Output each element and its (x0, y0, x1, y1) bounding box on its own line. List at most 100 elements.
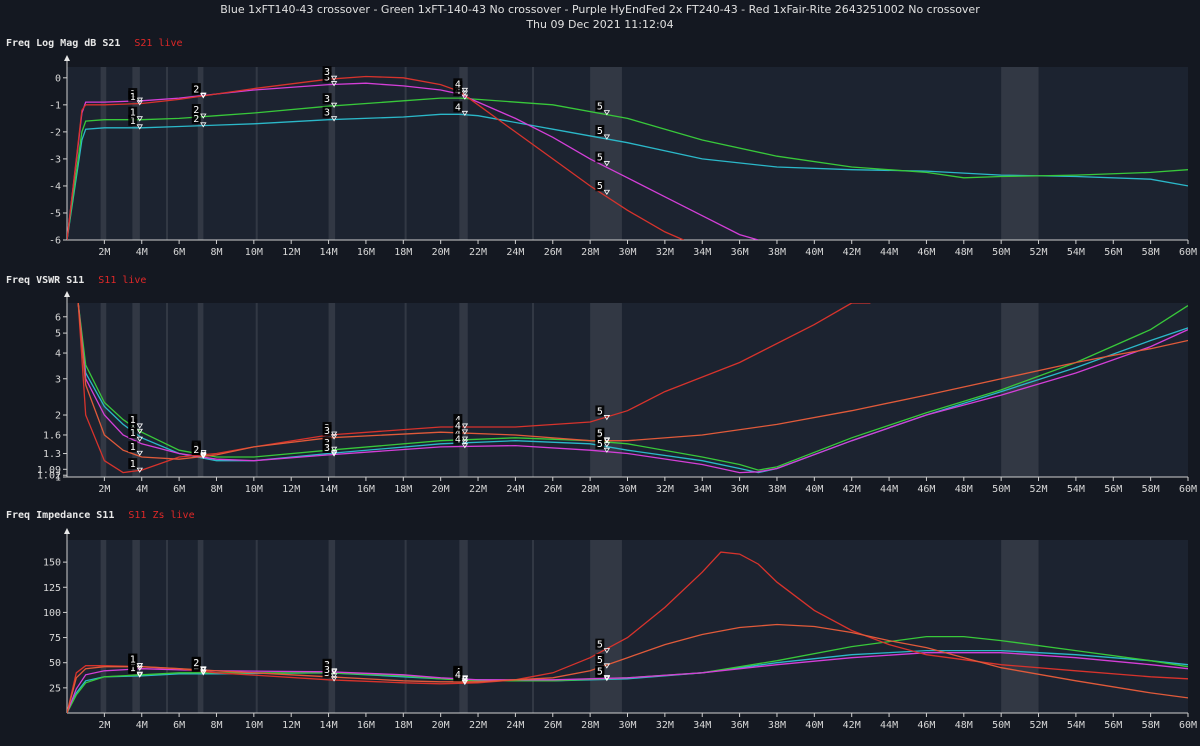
ham-band (404, 67, 407, 240)
marker-5[interactable]: 5 (595, 151, 611, 167)
marker-3[interactable]: 3 (322, 106, 338, 122)
marker-5[interactable]: 5 (595, 405, 611, 421)
marker-2[interactable]: 2 (191, 112, 207, 128)
marker-triangle-icon (200, 667, 207, 673)
marker-1[interactable]: 1 (128, 106, 143, 122)
marker-triangle-icon (330, 668, 338, 674)
marker-3[interactable]: 3 (322, 424, 338, 440)
marker-5[interactable]: 5 (595, 427, 611, 443)
marker-1[interactable]: 1 (128, 90, 143, 106)
y-tick-label: 2 (55, 411, 61, 422)
marker-1[interactable]: 1 (128, 662, 143, 677)
x-tick-label: 4M (136, 247, 148, 258)
marker-label: 2 (193, 114, 199, 125)
marker-box (595, 653, 605, 665)
marker-3[interactable]: 3 (322, 66, 338, 81)
x-tick-label: 24M (506, 720, 524, 731)
marker-5[interactable]: 5 (595, 124, 611, 140)
marker-label: 2 (193, 85, 199, 96)
marker-triangle-icon (136, 436, 143, 442)
ham-band (197, 540, 204, 713)
y-tick-label: 6 (55, 312, 61, 323)
x-tick-label: 56M (1104, 247, 1122, 258)
marker-box (128, 90, 138, 102)
series-purple-line (67, 82, 759, 240)
marker-label: 4 (455, 79, 461, 90)
x-tick-label: 28M (581, 720, 599, 731)
marker-1[interactable]: 1 (128, 427, 143, 442)
x-tick-label: 48M (955, 484, 973, 495)
marker-box (453, 78, 463, 90)
x-tick-label: 20M (432, 247, 450, 258)
ham-band (100, 540, 107, 713)
marker-4[interactable]: 4 (453, 419, 469, 435)
marker-triangle-icon (200, 669, 207, 675)
marker-3[interactable]: 3 (322, 441, 338, 457)
marker-5[interactable]: 5 (595, 638, 611, 654)
marker-triangle-icon (200, 93, 207, 99)
marker-3[interactable]: 3 (322, 663, 338, 679)
marker-triangle-icon (330, 431, 338, 437)
ham-band (590, 540, 622, 713)
marker-triangle-icon (136, 423, 143, 429)
marker-2[interactable]: 2 (191, 83, 207, 99)
marker-1[interactable]: 1 (128, 653, 143, 669)
x-tick-label: 10M (245, 720, 263, 731)
marker-label: 4 (455, 102, 461, 113)
plot-panel-1[interactable]: 2M 4M 6M 8M 10M 12M 14M 16M 18M 20M 22M 24M 26M 28M 30… (49, 55, 1197, 258)
marker-1[interactable]: 1 (128, 114, 143, 130)
marker-1[interactable]: 1 (128, 413, 143, 429)
marker-4[interactable]: 4 (453, 101, 469, 117)
ham-band (1001, 540, 1039, 713)
marker-5[interactable]: 5 (595, 665, 611, 681)
marker-2[interactable]: 2 (191, 104, 207, 119)
marker-label: 1 (130, 442, 136, 453)
marker-5[interactable]: 5 (595, 438, 611, 453)
marker-3[interactable]: 3 (322, 93, 338, 108)
marker-label: 5 (597, 406, 603, 417)
marker-triangle-icon (603, 189, 611, 195)
marker-4[interactable]: 4 (453, 427, 469, 442)
x-tick-label: 40M (805, 247, 823, 258)
marker-box (128, 106, 138, 118)
marker-4[interactable]: 4 (453, 433, 469, 449)
x-tick-label: 44M (880, 720, 898, 731)
ham-band (100, 67, 107, 240)
marker-1[interactable]: 1 (128, 458, 143, 473)
marker-box (595, 151, 605, 163)
plot-panel-3[interactable]: 2M 4M 6M 8M 10M 12M 14M 16M 18M 20M 22M 24M 26M 28M 30… (43, 528, 1197, 731)
marker-4[interactable]: 4 (453, 78, 469, 94)
marker-1[interactable]: 1 (128, 441, 143, 456)
marker-label: 1 (130, 459, 136, 470)
x-tick-label: 48M (955, 720, 973, 731)
marker-2[interactable]: 2 (191, 444, 207, 459)
series-red-line (77, 303, 871, 474)
marker-box (128, 662, 138, 674)
marker-label: 2 (193, 105, 199, 116)
marker-5[interactable]: 5 (595, 180, 611, 195)
x-tick-label: 16M (357, 484, 375, 495)
series-green-line (67, 635, 1188, 713)
y-tick-label: 4 (55, 349, 61, 360)
ham-band (328, 67, 336, 240)
ham-band (132, 67, 140, 240)
marker-5[interactable]: 5 (595, 653, 611, 669)
ham-band (132, 303, 140, 477)
series-purple-line (77, 303, 1188, 474)
marker-5[interactable]: 5 (595, 100, 611, 116)
marker-box (191, 112, 201, 124)
marker-label: 5 (597, 126, 603, 137)
marker-label: 1 (130, 116, 136, 127)
live-label: S11 live (98, 275, 147, 286)
marker-4[interactable]: 4 (453, 668, 469, 684)
y-tick-label: -3 (49, 154, 61, 165)
marker-2[interactable]: 2 (191, 656, 207, 672)
marker-triangle-icon (330, 669, 338, 675)
marker-label: 1 (130, 428, 136, 439)
x-tick-label: 44M (880, 247, 898, 258)
plot-panel-2[interactable]: 2M 4M 6M 8M 10M 12M 14M 16M 18M 20M 22M 24M 26M 28M 30… (37, 291, 1197, 495)
marker-label: 2 (193, 658, 199, 669)
x-tick-label: 46M (917, 247, 935, 258)
y-tick-label: 1.3 (43, 449, 61, 460)
